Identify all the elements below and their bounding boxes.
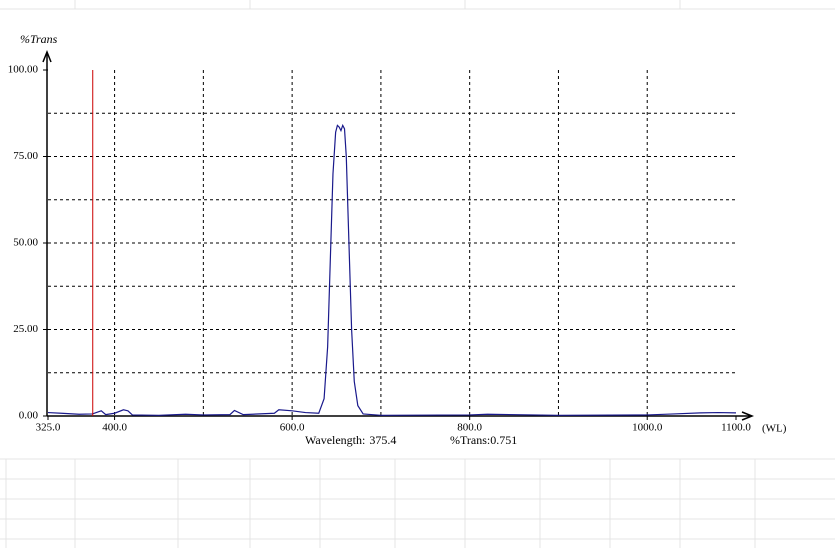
x-axis-arrow (741, 411, 755, 421)
x-tick-label: 325.0 (36, 422, 61, 434)
x-axis-label: (WL) (762, 423, 787, 435)
y-tick-label: 100.00 (8, 64, 39, 76)
y-tick-label: 75.00 (13, 150, 38, 162)
trans-label: %Trans: (450, 433, 490, 447)
readout: Wavelength: 375.4 %Trans:0.751 (305, 433, 517, 447)
x-tick-label: 1100.0 (721, 422, 751, 434)
trans-value: 0.751 (490, 433, 517, 447)
spectrum-line (47, 123, 737, 416)
x-tick-label: 400.0 (102, 422, 127, 434)
x-tick-label: 800.0 (457, 422, 482, 434)
x-tick-label: 1000.0 (632, 422, 663, 434)
y-tick-label: 25.00 (13, 323, 38, 335)
y-axis-arrow (42, 49, 52, 63)
grid (48, 70, 736, 416)
y-axis-label: %Trans (20, 32, 58, 46)
x-tick-label: 600.0 (280, 422, 305, 434)
wavelength-value: 375.4 (369, 433, 396, 447)
y-tick-label: 50.00 (13, 237, 38, 249)
y-tick-label: 0.00 (19, 410, 39, 422)
wavelength-label: Wavelength: (305, 433, 365, 447)
